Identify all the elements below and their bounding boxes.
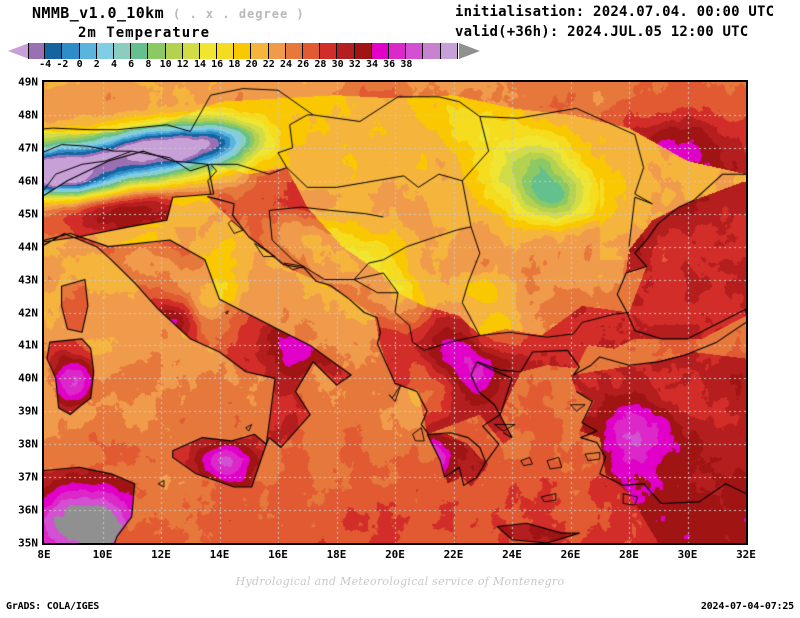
model-units-text: ( . x . degree ) bbox=[173, 7, 305, 21]
colorbar-swatch bbox=[45, 43, 63, 59]
colorbar-swatch bbox=[234, 43, 252, 59]
longitude-tick-label: 30E bbox=[677, 548, 698, 561]
colorbar-swatch bbox=[440, 43, 458, 59]
latitude-tick-label: 40N bbox=[18, 371, 38, 385]
longitude-tick-label: 20E bbox=[385, 548, 405, 561]
render-timestamp: 2024-07-04-07:25 bbox=[700, 601, 794, 612]
service-credit: Hydrological and Meteorological service … bbox=[235, 575, 565, 588]
colorbar-tick-label: 24 bbox=[279, 59, 293, 70]
field-title: 2m Temperature bbox=[78, 25, 211, 41]
colorbar-tick-label: 18 bbox=[228, 59, 241, 70]
temperature-field-raster bbox=[44, 82, 746, 543]
longitude-tick-label: 12E bbox=[151, 548, 171, 561]
colorbar-swatches bbox=[28, 43, 458, 59]
colorbar-tick-label: 32 bbox=[348, 59, 361, 70]
latitude-tick-label: 47N bbox=[18, 141, 38, 155]
valid-time: valid(+36h): 2024.JUL.05 12:00 UTC bbox=[455, 24, 749, 40]
colorbar-swatch bbox=[285, 43, 303, 59]
latitude-tick-label: 45N bbox=[18, 207, 38, 221]
longitude-tick-label: 28E bbox=[619, 548, 639, 561]
colorbar-underflow-arrow-icon bbox=[8, 43, 29, 59]
colorbar-tick-label: 26 bbox=[297, 59, 310, 70]
longitude-tick-label: 32E bbox=[736, 548, 756, 561]
colorbar-tick-label: 10 bbox=[159, 59, 172, 70]
colorbar-overflow-arrow-icon bbox=[459, 43, 480, 59]
colorbar-tick-label: 30 bbox=[331, 59, 344, 70]
latitude-tick-label: 37N bbox=[18, 470, 38, 484]
colorbar-swatch bbox=[354, 43, 372, 59]
latitude-tick-label: 41N bbox=[18, 338, 38, 352]
colorbar-swatch bbox=[148, 43, 166, 59]
colorbar-swatch bbox=[423, 43, 441, 59]
longitude-tick-label: 8E bbox=[37, 548, 51, 561]
colorbar-tick-label: -4 bbox=[39, 59, 52, 70]
longitude-tick-label: 22E bbox=[443, 548, 464, 561]
latitude-tick-label: 43N bbox=[18, 273, 38, 287]
longitude-tick-label: 14E bbox=[209, 548, 230, 561]
colorbar-swatch bbox=[199, 43, 218, 59]
colorbar-tick-label: -2 bbox=[56, 59, 69, 70]
model-title: NMMB_v1.0_10km ( . x . degree ) bbox=[32, 4, 305, 22]
latitude-tick-label: 38N bbox=[18, 437, 38, 451]
longitude-tick-label: 26E bbox=[560, 548, 581, 561]
grads-tag: GrADS: COLA/IGES bbox=[6, 601, 100, 612]
colorbar-swatch bbox=[96, 43, 114, 59]
latitude-tick-label: 44N bbox=[18, 240, 38, 254]
colorbar-swatch bbox=[62, 43, 80, 59]
latitude-tick-label: 36N bbox=[18, 503, 38, 517]
colorbar-swatch bbox=[388, 43, 407, 59]
colorbar-swatch bbox=[406, 43, 424, 59]
longitude-tick-label: 18E bbox=[326, 548, 347, 561]
latitude-tick-label: 46N bbox=[18, 174, 38, 188]
colorbar-tick-label: 12 bbox=[176, 59, 189, 70]
colorbar-tick-label: 8 bbox=[145, 59, 152, 70]
colorbar-swatch bbox=[217, 43, 235, 59]
colorbar-tick-label: 6 bbox=[128, 59, 135, 70]
colorbar-swatch bbox=[131, 43, 149, 59]
longitude-axis: 8E 10E 12E 14E 16E 18E 20E 22E 24E 26E 28E 30E 32E bbox=[37, 548, 756, 564]
colorbar-swatch bbox=[371, 43, 389, 59]
temperature-colorbar: -4 -2 0 2 4 6 8 10 12 14 16 18 20 22 24 26 28 30 32 34 36 38 bbox=[8, 43, 480, 71]
colorbar-tick-label: 38 bbox=[400, 59, 413, 70]
colorbar-swatch bbox=[79, 43, 97, 59]
initialisation-time: initialisation: 2024.07.04. 00:00 UTC bbox=[455, 4, 775, 20]
map-plot-area bbox=[42, 80, 748, 545]
colorbar-tick-label: 4 bbox=[110, 59, 118, 70]
longitude-tick-label: 16E bbox=[268, 548, 288, 561]
colorbar-tick-label: 22 bbox=[262, 59, 275, 70]
colorbar-tick-label: 14 bbox=[193, 59, 207, 70]
colorbar-swatch bbox=[28, 43, 46, 59]
colorbar-tick-label: 2 bbox=[93, 59, 100, 70]
colorbar-tick-label: 0 bbox=[76, 59, 83, 70]
colorbar-swatch bbox=[303, 43, 321, 59]
latitude-tick-label: 48N bbox=[18, 108, 38, 122]
longitude-tick-label: 10E bbox=[92, 548, 113, 561]
model-title-text: NMMB_v1.0_10km bbox=[32, 4, 165, 22]
colorbar-tick-label: 28 bbox=[314, 59, 327, 70]
colorbar-tick-label: 36 bbox=[383, 59, 396, 70]
colorbar-tick-label: 20 bbox=[245, 59, 258, 70]
colorbar-swatch bbox=[337, 43, 355, 59]
colorbar-swatch bbox=[165, 43, 183, 59]
colorbar-swatch bbox=[251, 43, 269, 59]
colorbar-tick-label: 16 bbox=[211, 59, 224, 70]
colorbar-swatch bbox=[113, 43, 132, 59]
latitude-tick-label: 42N bbox=[18, 306, 38, 319]
colorbar-swatch bbox=[320, 43, 338, 59]
latitude-tick-label: 49N bbox=[18, 75, 38, 89]
latitude-tick-label: 35N bbox=[18, 536, 38, 550]
colorbar-tick-label: 34 bbox=[365, 59, 379, 70]
latitude-tick-label: 39N bbox=[18, 404, 38, 418]
longitude-tick-label: 24E bbox=[502, 548, 522, 561]
colorbar-swatch bbox=[182, 43, 200, 59]
colorbar-swatch bbox=[268, 43, 286, 59]
latitude-axis: 49N 48N 47N 46N 45N 44N 43N 42N 41N 40N 39N 38N 37N 3… bbox=[0, 76, 38, 550]
